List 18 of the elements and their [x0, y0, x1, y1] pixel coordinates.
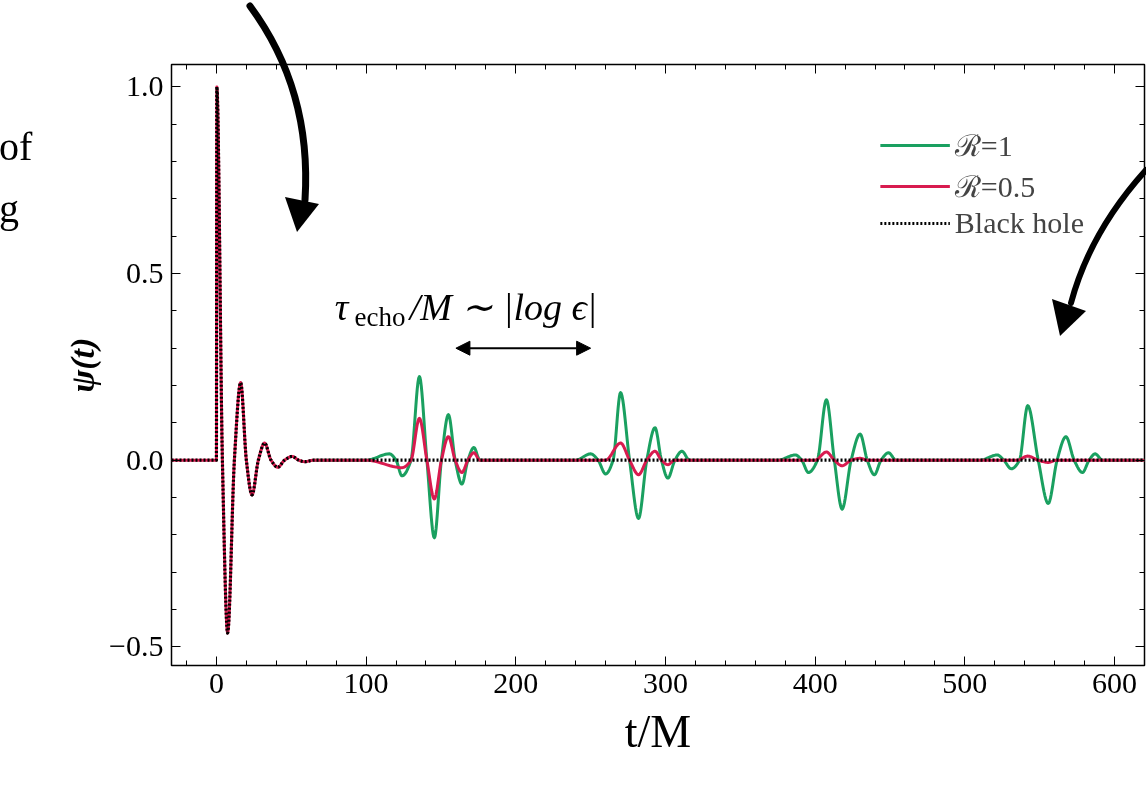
legend-label: Black hole — [954, 206, 1084, 240]
x-axis-title: t/M — [624, 705, 692, 757]
x-tick-label: 400 — [792, 665, 838, 699]
x-tick-label: 500 — [942, 665, 988, 699]
y-tick-label: 0.0 — [126, 442, 164, 476]
y-axis-title: ψ(t) — [64, 337, 103, 393]
y-tick-label: 0.5 — [126, 256, 164, 290]
x-tick-label: 0 — [208, 665, 224, 699]
y-tick-label: 1.0 — [126, 69, 164, 103]
text: of — [0, 123, 33, 171]
y-tick-label: −0.5 — [109, 629, 164, 663]
x-tick-label: 300 — [642, 665, 688, 699]
text: g — [0, 185, 19, 233]
legend-label: ℛ=0.5 — [954, 169, 1036, 205]
x-tick-label: 200 — [493, 665, 539, 699]
x-tick-label: 600 — [1092, 665, 1138, 699]
legend-label: ℛ=1 — [954, 128, 1013, 164]
x-tick-label: 100 — [343, 665, 389, 699]
